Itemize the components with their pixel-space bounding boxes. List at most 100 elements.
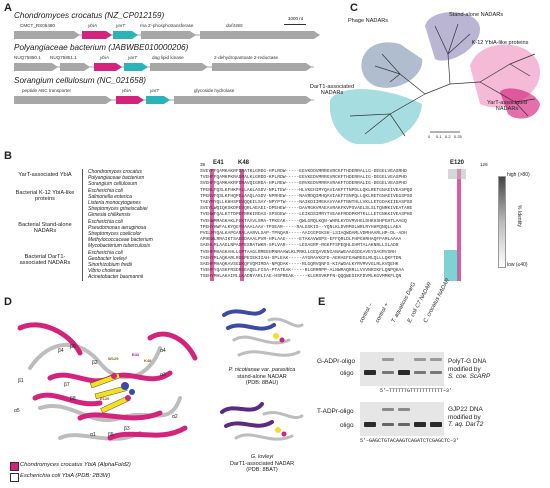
- alignment-row: SAEHLMLAAGLNPADPESRATWKR-SPLVAR-----LESA…: [200, 243, 399, 249]
- legend-swatch-ecoli: [10, 473, 19, 482]
- species: Streptomyces griseiscabiei: [88, 206, 148, 213]
- position-126: 126: [480, 162, 488, 167]
- struct2-pdb: (PDB: 8BAT): [246, 467, 278, 474]
- identity-shade-teal: [444, 250, 458, 281]
- clade-k12: K-12 YbiA-like proteins: [471, 40, 529, 46]
- alignment-row: PVELMYQALKAPGARALAARVLSAP-TPNQAR-----AAI…: [200, 231, 407, 237]
- gel2-bottom-label: oligo: [340, 422, 354, 429]
- genome-title-2: Polyangiaceae bacterium (JABWBE010000206…: [14, 43, 189, 52]
- panel-label-a: A: [4, 2, 12, 14]
- gel1-desc: PolyT-G DNA modified by S. coe. ScARP: [448, 358, 490, 381]
- highlight-k48: [240, 169, 244, 281]
- identity-gradient: [498, 176, 506, 268]
- species: Methylococcaceae bacterium: [88, 237, 153, 244]
- gel2-desc: GJP22 DNA modified by T. aq. DarT2: [448, 406, 483, 429]
- gel2-top-label: T-ADPr-oligo: [317, 408, 354, 415]
- ss-label: α5: [14, 408, 20, 414]
- panel-label-c: C: [350, 2, 358, 14]
- gene-label-ybia: ybiA: [122, 88, 131, 93]
- phylogenetic-tree: [330, 12, 540, 144]
- gel1-seq: 5'–TTTTTTGTTTTTTTTTTT–3': [380, 388, 453, 394]
- gel1-desc-line: modified by: [448, 365, 481, 373]
- gene-label-yart: yarT: [116, 23, 126, 28]
- struct1-caption: P. nicotianae var. parasitica stand-alon…: [216, 367, 308, 387]
- species: Streptomyces coelicolor: [88, 231, 142, 238]
- gel1-desc-line: S. coe. ScARP: [448, 373, 491, 381]
- scale-bar: [284, 24, 306, 25]
- lane-label: control –: [358, 302, 375, 324]
- structure-dart1: [220, 402, 304, 441]
- gel1-desc-line: PolyT-G DNA: [448, 358, 487, 365]
- group-k12: Bacterial K-12 YbiA-like proteins: [15, 190, 75, 203]
- position-k48: K48: [238, 160, 250, 166]
- group-dart1: Bacterial DarT1-associated NADARs: [19, 254, 71, 267]
- gene-track-3: [14, 96, 314, 104]
- gel1-image: [360, 352, 444, 386]
- clade-yart: YarT-associated NADARs: [486, 100, 527, 113]
- alignment-row: TVEHWFQALKTTDPEFRRKIRDAS-SPSDEW-----LEIK…: [200, 212, 413, 218]
- species: Escherichia coli: [88, 249, 123, 256]
- legend-label-crocatus: Chondromyces crocatus YbiA (AlphaFold2): [20, 462, 131, 468]
- struct1-pdb: (PDB: 8BAU): [245, 380, 279, 387]
- gel2-image: [360, 402, 444, 436]
- gene-label-yart: yarT: [128, 55, 138, 60]
- gel2-seq: 5'–GAGCTGTACAAGTCAGATCTCGAGCTC–3': [360, 438, 460, 444]
- scale-label: 1000 nt: [288, 16, 304, 21]
- structure-overlay: [17, 322, 198, 441]
- alignment-row: TVEHWMMAGKAKLFGKTAAVLSMA-TPKEAK-----QWLG…: [200, 218, 407, 224]
- structure-standalone: [222, 308, 304, 357]
- alignment-row: TVEHFMHAGKAHLLGPTAAGLRMEEHPNRAAWLKLPRKLL…: [200, 249, 396, 255]
- highlight-e41: [210, 169, 214, 281]
- group-standalone: Bacterial Stand-alone NADARs: [18, 222, 72, 235]
- alignment-row: SVEYFFQAMKAKRFDAATKLGRDG-HPLRDW-----EEVK…: [200, 169, 407, 174]
- gel1-bottom-label: oligo: [340, 370, 354, 377]
- panel-label-b: B: [4, 150, 12, 162]
- species: Gimesia chilikensis: [88, 212, 131, 219]
- position-e120: E120: [450, 160, 465, 166]
- gene-label: glycoside hydrolase: [194, 88, 235, 93]
- position-39: 39: [200, 162, 206, 167]
- residue-label: E120: [100, 396, 110, 401]
- ss-label: β5: [108, 432, 114, 438]
- lane-label: control +: [374, 302, 391, 324]
- alignment-row: TAEYMYQLLKHHSPEVQQEILSAY-NPYPTW-----NAIK…: [200, 200, 413, 206]
- alignment-row: SAEHFMHAQKAVSGDKQFVQMIMDA-NPQDAK-----RLG…: [200, 262, 399, 268]
- gene-track-1: [14, 31, 320, 39]
- ss-label: β8: [70, 396, 76, 402]
- gel2-desc-line: modified by: [448, 413, 481, 421]
- species: Mycobacterium tuberculosis: [88, 243, 150, 250]
- gene-label: CMCT_RS06480: [20, 23, 55, 28]
- ss-label: β4: [58, 348, 64, 354]
- identity-high: high (>80): [507, 172, 530, 178]
- clade-phage: Phage NADARs: [347, 18, 389, 24]
- highlight-e120: [457, 169, 461, 281]
- alignment-row: TAEHYMLAQKARLRGEPEIEKIIAH-SPLEAK-----AYG…: [200, 255, 402, 261]
- alignment-row: TPENVFQSLKFHQPELAAQLASDV-NPRHEW-----NAVR…: [200, 193, 413, 199]
- legend-swatch-crocatus: [10, 462, 19, 471]
- genome-title-1: Chondromyces crocatus (NZ_CP012159): [14, 11, 165, 20]
- struct1-organism: P. nicotianae var. parasitica: [228, 367, 296, 373]
- ss-label: β3: [124, 426, 130, 432]
- species: Escherichia coli: [88, 218, 123, 225]
- gene-label: dag lipid kinase: [152, 55, 184, 60]
- gene-label: 2-dehydropantoate 2-reductase: [214, 55, 279, 60]
- gel1-top-label: G-ADPr-oligo: [317, 358, 355, 365]
- residue-label: W129: [108, 356, 119, 361]
- ss-label: β6: [70, 344, 76, 350]
- alignment-row: TSEHYMHLAKAIRLLKADNYARLIAE-HSPREAK-----K…: [200, 274, 402, 280]
- species-list: Chondromyces crocatus Polyangiaceae bact…: [88, 169, 153, 281]
- alignment-row: TVEHFFQAMKPKRADRALKLGRDD-KPLRDW-----EEVK…: [200, 175, 407, 181]
- species: Geobacter lovleyi: [88, 255, 127, 262]
- alignment-row: TPEHYHWFALKYQGYHAAALAAV-TPSEAR-----RALGS…: [200, 224, 402, 230]
- species: Listeria monocytogenes: [88, 200, 141, 207]
- ss-label: β2: [92, 360, 98, 366]
- group-bracket: [82, 169, 83, 281]
- species: Pseudomonas aeruginosa: [88, 224, 147, 231]
- group-yart: YarT-associated YbiA: [18, 172, 72, 178]
- species: Acinetobacter baumannii: [88, 274, 144, 281]
- ss-label: α4: [160, 348, 166, 354]
- panel-label-d: D: [4, 296, 12, 308]
- scale-tick: 0.25: [454, 134, 462, 139]
- species: Polyangiaceae bacterium: [88, 175, 145, 182]
- ss-label: α1: [90, 432, 96, 438]
